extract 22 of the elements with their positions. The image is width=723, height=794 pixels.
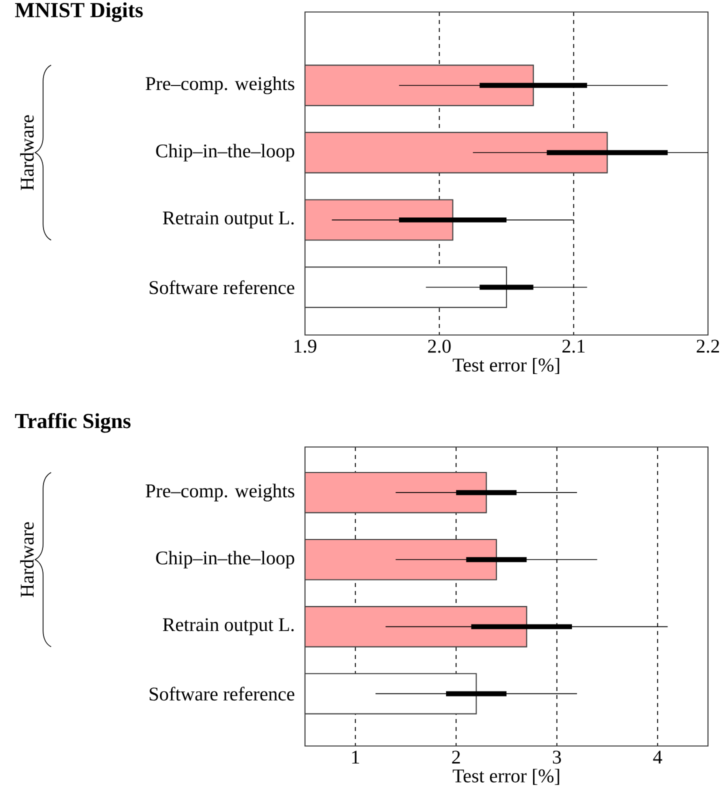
- text: Traffic Signs: [15, 412, 131, 433]
- y-tick-label: Pre–comp. weights: [146, 484, 294, 502]
- x-tick-label: 1: [352, 750, 360, 764]
- x-tick-label: 4: [653, 750, 662, 764]
- x-tick-label: 2.2: [696, 340, 720, 353]
- x-axis-title: Test error [%]: [452, 768, 560, 785]
- x-tick-label: 1.9: [294, 340, 316, 353]
- text: Hardware: [20, 522, 34, 598]
- x-tick-label: 2.0: [428, 340, 451, 353]
- y-tick-label: Software reference: [150, 280, 294, 294]
- y-tick-label: Pre–comp. weights: [146, 76, 294, 94]
- text: MNIST Digits: [15, 2, 143, 22]
- x-axis-title: Test error [%]: [452, 358, 560, 374]
- x-tick-label: 2: [452, 750, 460, 764]
- y-tick-label: Software reference: [150, 686, 294, 701]
- y-tick-label: Chip–in–the–loop: [156, 550, 294, 568]
- y-tick-label: Retrain output L.: [162, 618, 294, 636]
- y-tick-label: Chip–in–the–loop: [156, 144, 294, 162]
- x-tick-label: 3: [552, 750, 561, 764]
- x-tick-label: 2.1: [562, 340, 585, 353]
- y-tick-label: Retrain output L.: [162, 211, 294, 228]
- text: Hardware: [20, 115, 34, 190]
